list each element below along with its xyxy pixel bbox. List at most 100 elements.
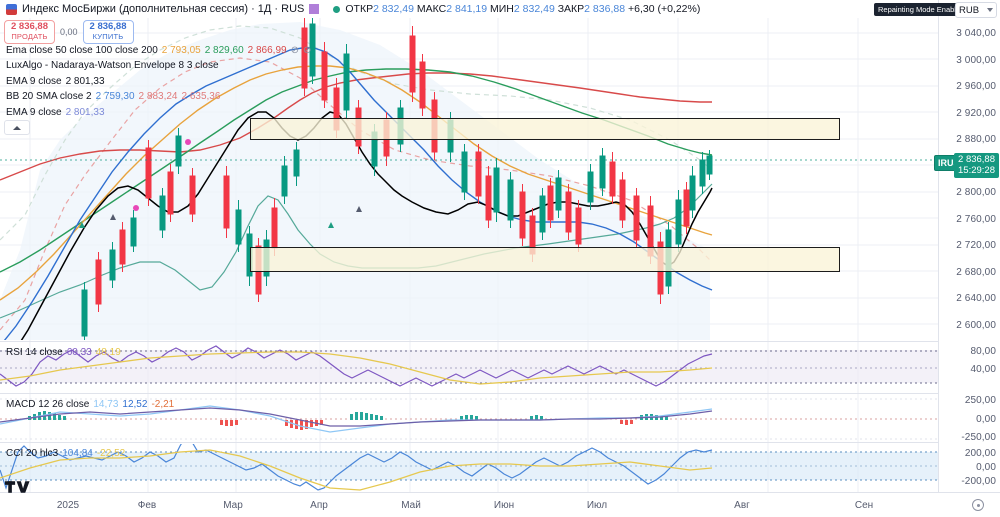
ohlc-change: +6,30 (+0,22%) [627,3,701,15]
price-tick: 2 800,00 [956,187,996,198]
indicator-value: 60,33 [66,347,92,358]
price-tick: 2 640,00 [956,293,996,304]
sell-button[interactable]: 2 836,88 ПРОДАТЬ [4,20,55,44]
ohlc-low-label: МИН [490,3,514,15]
indicator-value: 48,19 [95,347,121,358]
ohlc-high-label: МАКС [416,3,447,15]
price-scale[interactable]: 3 040,00 3 000,00 2 960,00 2 920,00 2 88… [938,0,1000,492]
indicator-value: 2 829,60 [204,45,244,56]
time-tick: Май [401,500,421,511]
indicator-value: 12,52 [122,399,148,410]
ohlc-close-value: 2 836,88 [584,3,626,15]
pane-separator-rsi[interactable] [0,341,1000,342]
currency-label: RUB [959,4,980,16]
rsi-tick: 40,00 [970,364,996,375]
current-price-time: 15:29:28 [958,164,995,176]
cci-tick: -200,00 [961,476,996,487]
indicator-name: RSI 14 close [6,347,63,358]
macd-tick: -250,00 [961,432,996,443]
time-tick: 2025 [56,500,80,511]
ohlc-high-value: 2 841,19 [446,3,488,15]
cci-tick: 0,00 [976,462,996,473]
price-tick: 2 720,00 [956,240,996,251]
time-scale[interactable]: 2025 Фев Мар Апр Май Июн Июл Авг Сен [0,492,1000,517]
currency-selector[interactable]: RUB [955,2,997,18]
indicator-legend-ema9-a[interactable]: EMA 9 close 2 801,33 [6,75,105,88]
buy-label: КУПИТЬ [92,31,124,41]
current-price-value: 2 836,88 [958,154,995,165]
indicator-name: BB 20 SMA close 2 [6,91,92,102]
indicator-value: 2 759,30 [95,91,135,102]
ohlc-open-value: 2 832,49 [373,3,414,15]
chevron-down-icon [987,8,993,12]
time-tick: Сен [854,500,874,511]
ohlc-values: ОТКР2 832,49 МАКС2 841,19 МИН2 832,49 ЗА… [345,3,700,15]
indicator-legend-rsi[interactable]: RSI 14 close 60,33 48,19 [6,346,121,359]
indicator-name: EMA 9 close [6,107,62,118]
cci-tick: 200,00 [964,448,996,459]
indicator-name: Ema close 50 close 100 close 200 [6,45,158,56]
indicator-value: ⊘ [290,45,299,56]
indicator-name: CCI 20 hlc3 [6,448,59,459]
indicator-value: 2 866,99 [247,45,287,56]
indicator-legend-ema-group[interactable]: Ema close 50 close 100 close 200 2 793,05… [6,44,311,57]
tradingview-logo-icon[interactable] [5,479,31,495]
pane-separator-cci[interactable] [0,442,1000,443]
indicator-value: ⊘ [302,45,312,56]
spread-value: 0,00 [59,27,78,37]
indicator-name: LuxAlgo - Nadaraya-Watson Envelope 8 3 c… [6,60,219,71]
chevron-up-icon [13,125,21,130]
time-tick: Июл [586,500,608,511]
buy-price: 2 836,88 [89,21,127,32]
price-tick: 2 600,00 [956,320,996,331]
sell-price: 2 836,88 [11,21,48,32]
support-zone[interactable] [250,247,840,272]
time-tick: Авг [734,500,750,511]
price-tick: 2 760,00 [956,214,996,225]
indicator-name: EMA 9 close [6,76,62,87]
price-tick: 2 920,00 [956,108,996,119]
price-tick: 3 040,00 [956,28,996,39]
symbol-title[interactable]: Индекс МосБиржи (дополнительная сессия) … [22,3,305,15]
repainting-mode-badge: Repainting Mode Enabled [874,3,969,16]
indicator-value: 2 793,05 [161,45,201,56]
symbol-logo-icon [6,3,17,15]
time-tick: Июн [493,500,515,511]
current-price-tag: 2 836,88 15:29:28 [954,153,999,178]
indicator-legend-macd[interactable]: MACD 12 26 close 14,73 12,52 -2,21 [6,398,174,411]
trade-buttons: 2 836,88 ПРОДАТЬ 0,00 2 836,88 КУПИТЬ [4,20,134,44]
pane-separator-macd[interactable] [0,393,1000,394]
indicator-value: 14,73 [93,399,119,410]
indicator-value: -22,52 [96,448,126,459]
indicator-value: 2 801,33 [65,107,105,118]
ohlc-open-label: ОТКР [345,3,374,15]
indicator-color-swatch-icon [309,4,320,14]
time-scale-settings-icon[interactable] [972,499,984,511]
rsi-tick: 80,00 [970,346,996,357]
indicator-value: 2 801,33 [65,76,105,87]
indicator-value: 2 883,24 [138,91,178,102]
time-tick: Мар [223,500,243,511]
indicator-value: -2,21 [151,399,175,410]
buy-button[interactable]: 2 836,88 КУПИТЬ [82,20,134,44]
macd-tick: 250,00 [964,395,996,406]
price-tick: 2 880,00 [956,134,996,145]
resistance-zone[interactable] [250,118,840,140]
indicator-value: 2 635,36 [181,91,221,102]
ohlc-close-label: ЗАКР [557,3,585,15]
price-tick: 3 000,00 [956,55,996,66]
sell-label: ПРОДАТЬ [11,31,48,41]
collapse-legend-button[interactable] [4,120,30,135]
indicator-name: MACD 12 26 close [6,399,90,410]
time-tick: Апр [310,500,328,511]
time-tick: Фев [137,500,157,511]
price-tick: 2 960,00 [956,81,996,92]
market-status-icon [333,5,341,13]
indicator-legend-ema9-b[interactable]: EMA 9 close 2 801,33 [6,106,105,119]
indicator-legend-cci[interactable]: CCI 20 hlc3 104,84 -22,52 [6,447,125,460]
price-tick: 2 680,00 [956,267,996,278]
indicator-legend-nadaraya[interactable]: LuxAlgo - Nadaraya-Watson Envelope 8 3 c… [6,59,219,72]
macd-tick: 0,00 [976,414,996,425]
